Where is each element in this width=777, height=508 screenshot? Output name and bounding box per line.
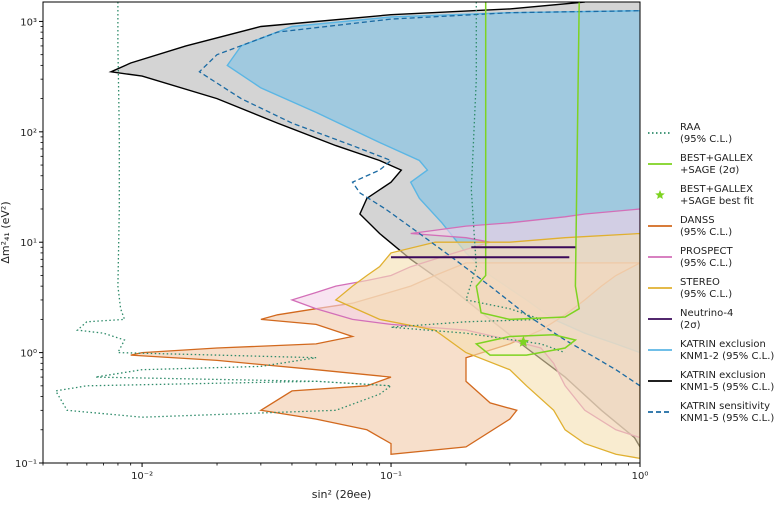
legend-swatch <box>655 190 665 199</box>
legend-item: BEST+GALLEX+SAGE (2σ) <box>648 153 753 176</box>
legend-label: (95% C.L.) <box>680 258 732 269</box>
legend-label: STEREO <box>680 277 720 288</box>
legend-label: PROSPECT <box>680 246 734 257</box>
y-tick-label: 10⁻¹ <box>15 459 37 470</box>
legend: RAA(95% C.L.)BEST+GALLEX+SAGE (2σ)BEST+G… <box>648 122 774 424</box>
legend-label: (95% C.L.) <box>680 289 732 300</box>
legend-label: KNM1-5 (95% C.L.) <box>680 382 774 393</box>
raa-contour-left <box>54 2 393 418</box>
stereo-region <box>334 232 640 460</box>
x-tick-label: 10⁰ <box>632 471 649 482</box>
plot-frame <box>42 1 641 464</box>
legend-item: Neutrino-4(2σ) <box>648 308 733 331</box>
legend-label: KATRIN exclusion <box>680 339 766 350</box>
legend-item: STEREO(95% C.L.) <box>648 277 732 300</box>
best-contour <box>475 2 581 321</box>
legend-label: (95% C.L.) <box>680 134 732 145</box>
x-tick-label: 10⁻² <box>131 471 153 482</box>
legend-label: BEST+GALLEX <box>680 184 753 195</box>
legend-label: +SAGE (2σ) <box>680 165 739 176</box>
legend-label: DANSS <box>680 215 715 226</box>
y-tick-label: 10³ <box>20 17 37 28</box>
plot-area <box>54 2 640 460</box>
legend-label: (2σ) <box>680 320 701 331</box>
y-tick-label: 10¹ <box>20 238 37 249</box>
raa-contour-right <box>390 2 566 354</box>
legend-label: KNM1-2 (95% C.L.) <box>680 351 774 362</box>
y-tick-label: 10² <box>20 128 37 139</box>
best-island <box>474 334 578 356</box>
y-tick-label: 10⁰ <box>20 349 37 360</box>
x-axis-label: sin² (2θee) <box>312 488 372 501</box>
legend-label: +SAGE best fit <box>680 196 754 207</box>
y-axis-label: Δm²₄₁ (eV²) <box>0 201 12 263</box>
legend-label: RAA <box>680 122 701 133</box>
legend-item: BEST+GALLEX+SAGE best fit <box>655 184 754 207</box>
legend-label: (95% C.L.) <box>680 227 732 238</box>
legend-label: BEST+GALLEX <box>680 153 753 164</box>
legend-item: PROSPECT(95% C.L.) <box>648 246 734 269</box>
legend-item: RAA(95% C.L.) <box>648 122 732 145</box>
legend-item: DANSS(95% C.L.) <box>648 215 732 238</box>
x-tick-label: 10⁻¹ <box>380 471 402 482</box>
legend-label: KATRIN sensitivity <box>680 401 770 412</box>
legend-label: KATRIN exclusion <box>680 370 766 381</box>
legend-label: Neutrino-4 <box>680 308 733 319</box>
legend-label: KNM1-5 (95% C.L.) <box>680 413 774 424</box>
best-fit-marker <box>517 335 530 347</box>
